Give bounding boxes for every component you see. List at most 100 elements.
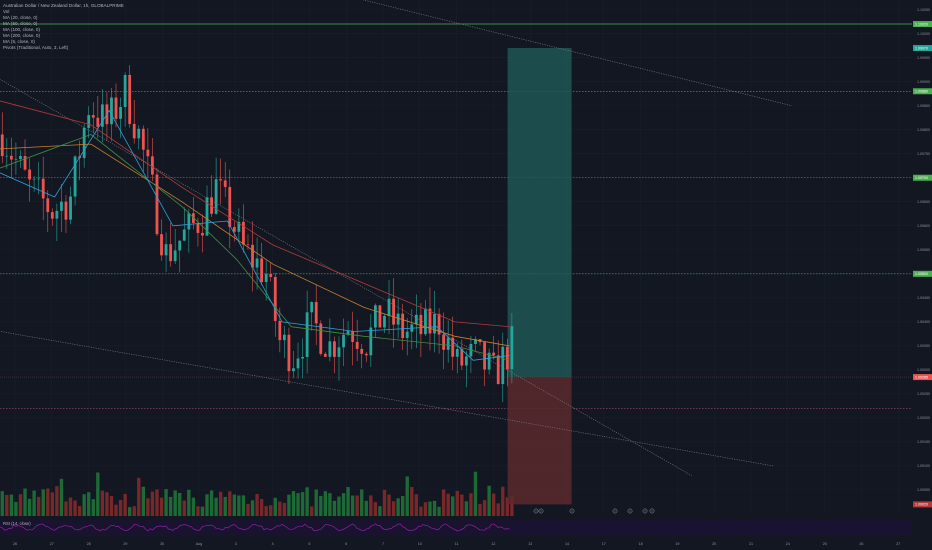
candle[interactable] xyxy=(278,320,282,341)
candle[interactable] xyxy=(373,305,377,328)
price-tag[interactable] xyxy=(913,21,932,28)
candle[interactable] xyxy=(342,334,345,348)
candle[interactable] xyxy=(287,334,291,372)
ma-20-line[interactable] xyxy=(0,109,510,361)
ma-100-line[interactable] xyxy=(0,143,510,347)
economic-event-marker[interactable] xyxy=(642,508,648,514)
candle[interactable] xyxy=(151,156,154,175)
ma-200-line[interactable] xyxy=(0,100,510,328)
candle[interactable] xyxy=(460,348,464,366)
candle[interactable] xyxy=(405,331,409,339)
trendline[interactable] xyxy=(228,0,792,106)
candle[interactable] xyxy=(442,334,446,350)
candle[interactable] xyxy=(187,213,191,230)
candle[interactable] xyxy=(323,353,327,357)
candle[interactable] xyxy=(164,244,168,256)
candle[interactable] xyxy=(310,302,314,313)
candle[interactable] xyxy=(496,355,500,385)
candle[interactable] xyxy=(14,159,18,160)
candle[interactable] xyxy=(196,222,200,233)
price-tag[interactable] xyxy=(913,45,932,52)
candle[interactable] xyxy=(128,74,132,124)
candle[interactable] xyxy=(146,149,150,157)
candle[interactable] xyxy=(414,314,418,325)
candle[interactable] xyxy=(510,326,514,370)
candle[interactable] xyxy=(201,232,204,236)
candle[interactable] xyxy=(296,358,300,369)
candle[interactable] xyxy=(301,357,304,359)
economic-event-marker[interactable] xyxy=(649,508,655,514)
candle[interactable] xyxy=(369,327,373,356)
candle[interactable] xyxy=(210,197,213,214)
candle[interactable] xyxy=(119,107,122,119)
candle[interactable] xyxy=(41,178,45,199)
candle[interactable] xyxy=(5,155,9,157)
candle[interactable] xyxy=(455,348,459,357)
candle[interactable] xyxy=(501,346,505,385)
candle[interactable] xyxy=(96,117,100,127)
ma-50-line[interactable] xyxy=(0,134,510,361)
candle[interactable] xyxy=(378,305,382,328)
candle[interactable] xyxy=(333,341,336,357)
candle[interactable] xyxy=(305,312,309,358)
candle[interactable] xyxy=(492,352,496,356)
trendline[interactable] xyxy=(0,48,692,476)
candle[interactable] xyxy=(246,244,250,246)
candle[interactable] xyxy=(55,210,59,219)
candle[interactable] xyxy=(273,276,277,321)
candle[interactable] xyxy=(46,198,50,213)
candle[interactable] xyxy=(114,97,118,119)
candle[interactable] xyxy=(64,201,68,220)
candle[interactable] xyxy=(269,273,273,277)
candle[interactable] xyxy=(255,258,259,268)
candle[interactable] xyxy=(319,323,323,354)
candle[interactable] xyxy=(205,197,209,236)
candle[interactable] xyxy=(396,313,400,325)
candle[interactable] xyxy=(282,334,286,341)
candle[interactable] xyxy=(9,155,13,160)
trendline[interactable] xyxy=(0,327,774,467)
candle[interactable] xyxy=(337,347,341,357)
candle[interactable] xyxy=(364,353,368,356)
candle[interactable] xyxy=(487,352,491,370)
candle[interactable] xyxy=(464,356,468,366)
candle[interactable] xyxy=(355,341,359,349)
candle[interactable] xyxy=(419,314,423,335)
price-tag[interactable] xyxy=(913,174,932,181)
candle[interactable] xyxy=(214,179,218,214)
candle[interactable] xyxy=(19,156,22,160)
candle[interactable] xyxy=(383,315,386,328)
position-stop-zone[interactable] xyxy=(507,377,572,505)
candle[interactable] xyxy=(182,229,186,241)
candle[interactable] xyxy=(0,134,4,157)
candle[interactable] xyxy=(178,240,182,251)
candle[interactable] xyxy=(251,244,254,268)
candle[interactable] xyxy=(223,180,227,187)
candle[interactable] xyxy=(292,368,295,372)
candle[interactable] xyxy=(242,221,245,245)
candle[interactable] xyxy=(446,337,450,350)
candle[interactable] xyxy=(232,227,236,232)
candle[interactable] xyxy=(82,127,86,159)
candle[interactable] xyxy=(433,313,436,334)
candle[interactable] xyxy=(451,337,455,357)
candle[interactable] xyxy=(91,115,95,118)
candle[interactable] xyxy=(132,123,136,139)
candle[interactable] xyxy=(328,341,332,357)
candle[interactable] xyxy=(437,313,441,335)
candle[interactable] xyxy=(69,196,72,220)
candle[interactable] xyxy=(173,250,177,262)
economic-event-marker[interactable] xyxy=(612,508,618,514)
candle[interactable] xyxy=(28,169,31,180)
price-tag[interactable] xyxy=(913,270,932,277)
candle[interactable] xyxy=(346,331,350,335)
candle[interactable] xyxy=(428,308,432,334)
candle[interactable] xyxy=(360,348,364,354)
candle[interactable] xyxy=(169,244,173,262)
candle[interactable] xyxy=(351,331,355,342)
candle[interactable] xyxy=(32,178,36,180)
candle[interactable] xyxy=(141,128,145,150)
candle[interactable] xyxy=(110,97,113,125)
economic-event-marker[interactable] xyxy=(627,508,633,514)
